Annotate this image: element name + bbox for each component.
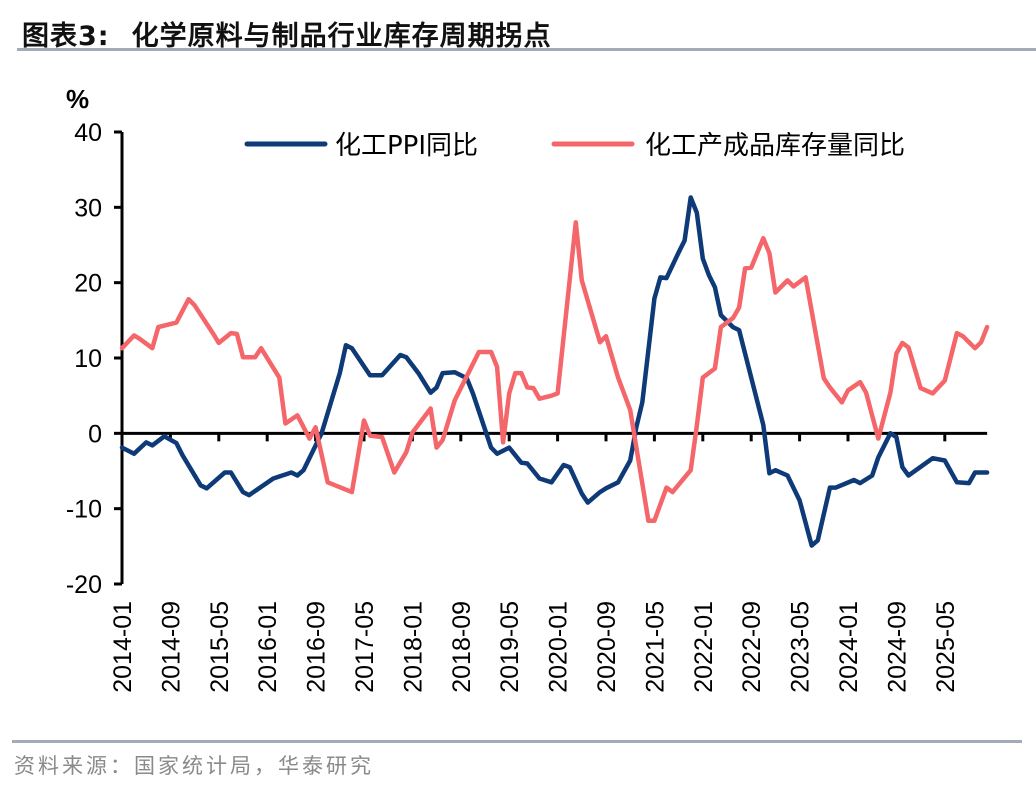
- legend: 化工PPI同比 化工产成品库存量同比: [244, 131, 905, 161]
- series-group: [119, 195, 990, 548]
- x-tick-label: 2014-01: [109, 601, 137, 693]
- y-tick-label: -10: [66, 496, 102, 524]
- figure-title: 图表3: 化学原料与制品行业库存周期拐点: [22, 14, 552, 53]
- legend-label-ppi: 化工PPI同比: [335, 131, 478, 161]
- y-axis-unit: %: [66, 84, 89, 114]
- series-line-ppi: [119, 195, 990, 548]
- x-tick-label: 2018-01: [399, 601, 427, 693]
- series-line-inventory: [119, 220, 990, 523]
- x-tick-label: 2016-01: [254, 601, 282, 693]
- x-tick-label: 2018-09: [448, 601, 476, 693]
- title-divider: [17, 48, 1036, 51]
- x-tick-label: 2020-01: [545, 601, 573, 693]
- x-tick-label: 2024-01: [835, 601, 863, 693]
- x-tick-label: 2014-09: [157, 601, 185, 693]
- figure-number: 图表3:: [22, 21, 110, 52]
- x-tick-label: 2022-01: [690, 601, 718, 693]
- y-tick-label: 40: [74, 119, 102, 147]
- y-tick-label: 10: [74, 345, 102, 373]
- x-axis: 2014-01 2014-09 2015-05 2016-01 2016-09 2017-…: [109, 431, 988, 693]
- legend-label-inventory: 化工产成品库存量同比: [645, 131, 905, 161]
- x-tick-label: 2025-05: [932, 601, 960, 693]
- source-note: 资料来源：国家统计局，华泰研究: [14, 754, 374, 778]
- x-tick-label: 2015-05: [206, 601, 234, 693]
- y-tick-label: 20: [74, 270, 102, 298]
- y-axis: 40 30 20 10 0 -10 -20: [66, 119, 124, 599]
- x-tick-label: 2019-05: [496, 601, 524, 693]
- footer-divider: [12, 740, 1022, 743]
- x-tick-label: 2022-09: [738, 601, 766, 693]
- x-tick-label: 2023-05: [787, 601, 815, 693]
- y-tick-label: 0: [88, 420, 102, 448]
- y-tick-label: 30: [74, 194, 102, 222]
- y-tick-label: -20: [66, 571, 102, 599]
- x-tick-label: 2021-05: [641, 601, 669, 693]
- figure-title-text: 化学原料与制品行业库存周期拐点: [131, 21, 552, 52]
- x-tick-label: 2017-05: [351, 601, 379, 693]
- x-tick-label: 2024-09: [883, 601, 911, 693]
- x-tick-label: 2016-09: [303, 601, 331, 693]
- x-tick-label: 2020-09: [593, 601, 621, 693]
